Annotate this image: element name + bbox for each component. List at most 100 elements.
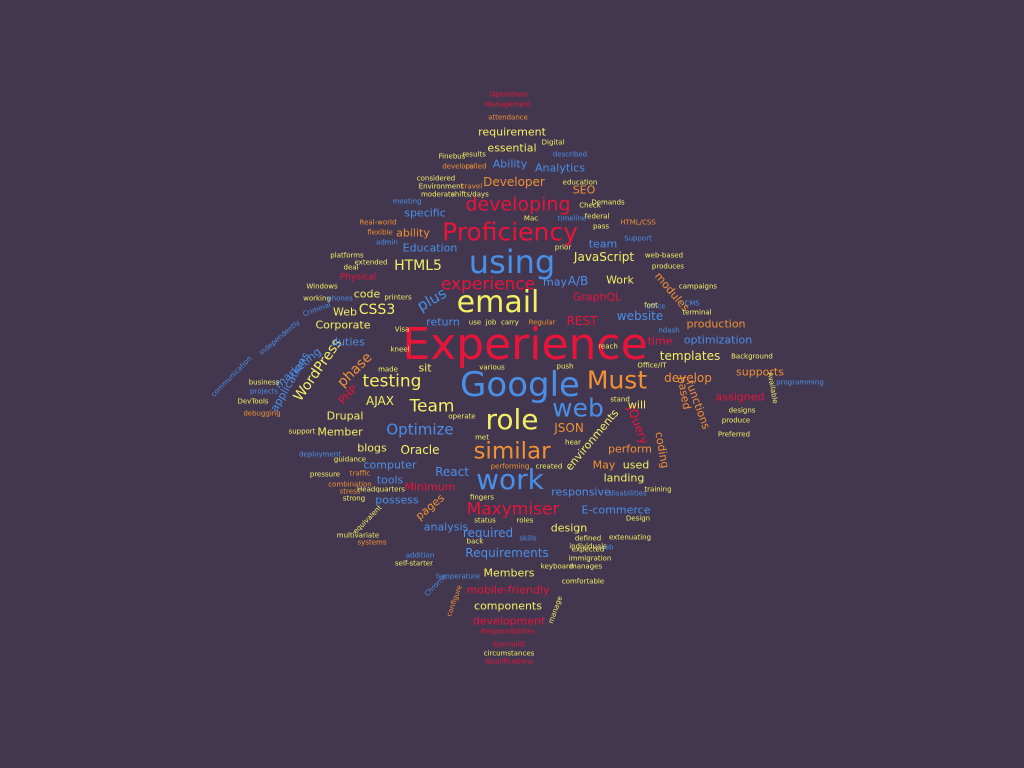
word-may: May <box>592 458 616 472</box>
word-meeting: meeting <box>392 197 422 206</box>
word-mac: Mac <box>523 214 539 223</box>
word-responsibilities: Responsibilities <box>480 627 536 636</box>
word-flexible: flexible <box>367 228 393 237</box>
word-work: Work <box>606 273 634 287</box>
word-testing: testing <box>362 371 422 392</box>
word-blogs: blogs <box>357 441 387 455</box>
word-css3: CSS3 <box>358 302 396 318</box>
word-development: development <box>472 614 546 628</box>
word-headquarters: Headquarters <box>357 485 405 494</box>
word-prior: prior <box>554 243 572 252</box>
word-configure: configure <box>445 584 464 618</box>
word-ability: Ability <box>492 157 528 171</box>
word-made: made <box>378 365 398 374</box>
word-templates: templates <box>659 349 721 363</box>
word-develops: develops <box>442 162 474 171</box>
word-role: role <box>485 403 539 436</box>
word-preferred: Preferred <box>717 430 751 439</box>
word-json: JSON <box>554 421 584 435</box>
word-status: status <box>474 516 496 525</box>
word-called: called <box>465 162 487 171</box>
word-requirements: Requirements <box>465 546 549 560</box>
word-a-b: A/B <box>567 274 589 288</box>
word-back: back <box>466 537 484 546</box>
word-phones: phones <box>327 294 353 303</box>
word-email: email <box>456 285 540 320</box>
word-will: will <box>627 398 647 412</box>
word-performing: performing <box>490 462 530 471</box>
word-developing: developing <box>465 193 571 216</box>
word-responsive: responsive <box>551 485 611 499</box>
word-extended: extended <box>354 258 388 267</box>
word-web: Web <box>333 305 357 319</box>
word-must: Must <box>586 365 648 395</box>
word-travel: travel <box>461 182 483 191</box>
word-develop: develop <box>664 371 712 385</box>
word-strong: strong <box>342 494 366 503</box>
word-printers: printers <box>384 293 412 302</box>
word-guidance: guidance <box>333 455 367 464</box>
word-projects: projects <box>250 387 278 396</box>
word-individuals: individuals <box>569 542 607 551</box>
word-return: return <box>426 315 460 329</box>
word-oracle: Oracle <box>400 443 440 457</box>
word-qualifications: Qualifications <box>485 657 533 666</box>
word-temperature: temperature <box>436 572 480 581</box>
word-check: Check <box>579 201 601 210</box>
word-various: various <box>479 363 505 372</box>
word-assigned: assigned <box>715 390 765 404</box>
word-ajax: AJAX <box>366 394 394 408</box>
word-devtools: DevTools <box>237 397 269 406</box>
word-cms: CMS <box>684 299 700 308</box>
word-google: Google <box>460 365 580 405</box>
word-team: team <box>588 237 618 251</box>
word-web-based: web-based <box>644 251 684 260</box>
word-team: Team <box>409 396 455 417</box>
word-results: results <box>462 150 486 159</box>
word-keyboard: keyboard <box>540 562 574 571</box>
word-maxymiser: Maxymiser <box>466 499 560 520</box>
word-multivariate: multivariate <box>336 531 380 540</box>
word-attendance: attendance <box>488 113 528 122</box>
word-used: used <box>622 458 650 472</box>
word-campaigns: campaigns <box>678 282 718 291</box>
word-job: job <box>485 318 497 327</box>
word-work: work <box>476 463 544 496</box>
word-member: Member <box>317 425 363 439</box>
word-admin: admin <box>376 238 398 247</box>
word-regular: Regular <box>528 318 556 327</box>
word-debugging: debugging <box>243 409 281 418</box>
word-push: push <box>556 362 574 371</box>
word-communication: communication <box>209 354 254 399</box>
word-tools: tools <box>376 473 404 487</box>
word-possess: possess <box>375 493 419 507</box>
word-moderate: moderate <box>420 190 456 199</box>
word-rest: REST <box>566 314 598 328</box>
word-defined: defined <box>574 534 602 543</box>
word-windows: Windows <box>306 282 338 291</box>
word-perform: perform <box>608 442 652 456</box>
word-background: Background <box>731 352 773 361</box>
word-design: design <box>550 521 588 535</box>
word-stand: stand <box>610 395 630 404</box>
word-javascript: JavaScript <box>573 250 635 264</box>
word-computer: computer <box>363 458 417 472</box>
word-expected: expected <box>571 545 605 554</box>
word-self-starter: self-starter <box>395 559 433 568</box>
word-office-it: Office/IT <box>637 361 667 370</box>
word-stress: stress <box>339 487 361 496</box>
word-shifts-days: shifts/days <box>451 190 489 199</box>
word-fingers: fingers <box>469 493 495 502</box>
word-proficiency: Proficiency <box>442 217 578 247</box>
word-php: PHP <box>335 382 361 408</box>
word-experience: experience <box>440 274 536 295</box>
word-met: met <box>475 433 489 442</box>
word-physical: Physical <box>339 272 377 283</box>
word-developer: Developer <box>483 175 545 189</box>
word-pressure: pressure <box>309 470 341 479</box>
word-seo: SEO <box>572 183 596 197</box>
word-deployment: deployment <box>299 450 341 459</box>
word-pass: pass <box>592 222 610 231</box>
word-management: Management <box>484 100 532 109</box>
word-comfortable: comfortable <box>561 577 605 586</box>
